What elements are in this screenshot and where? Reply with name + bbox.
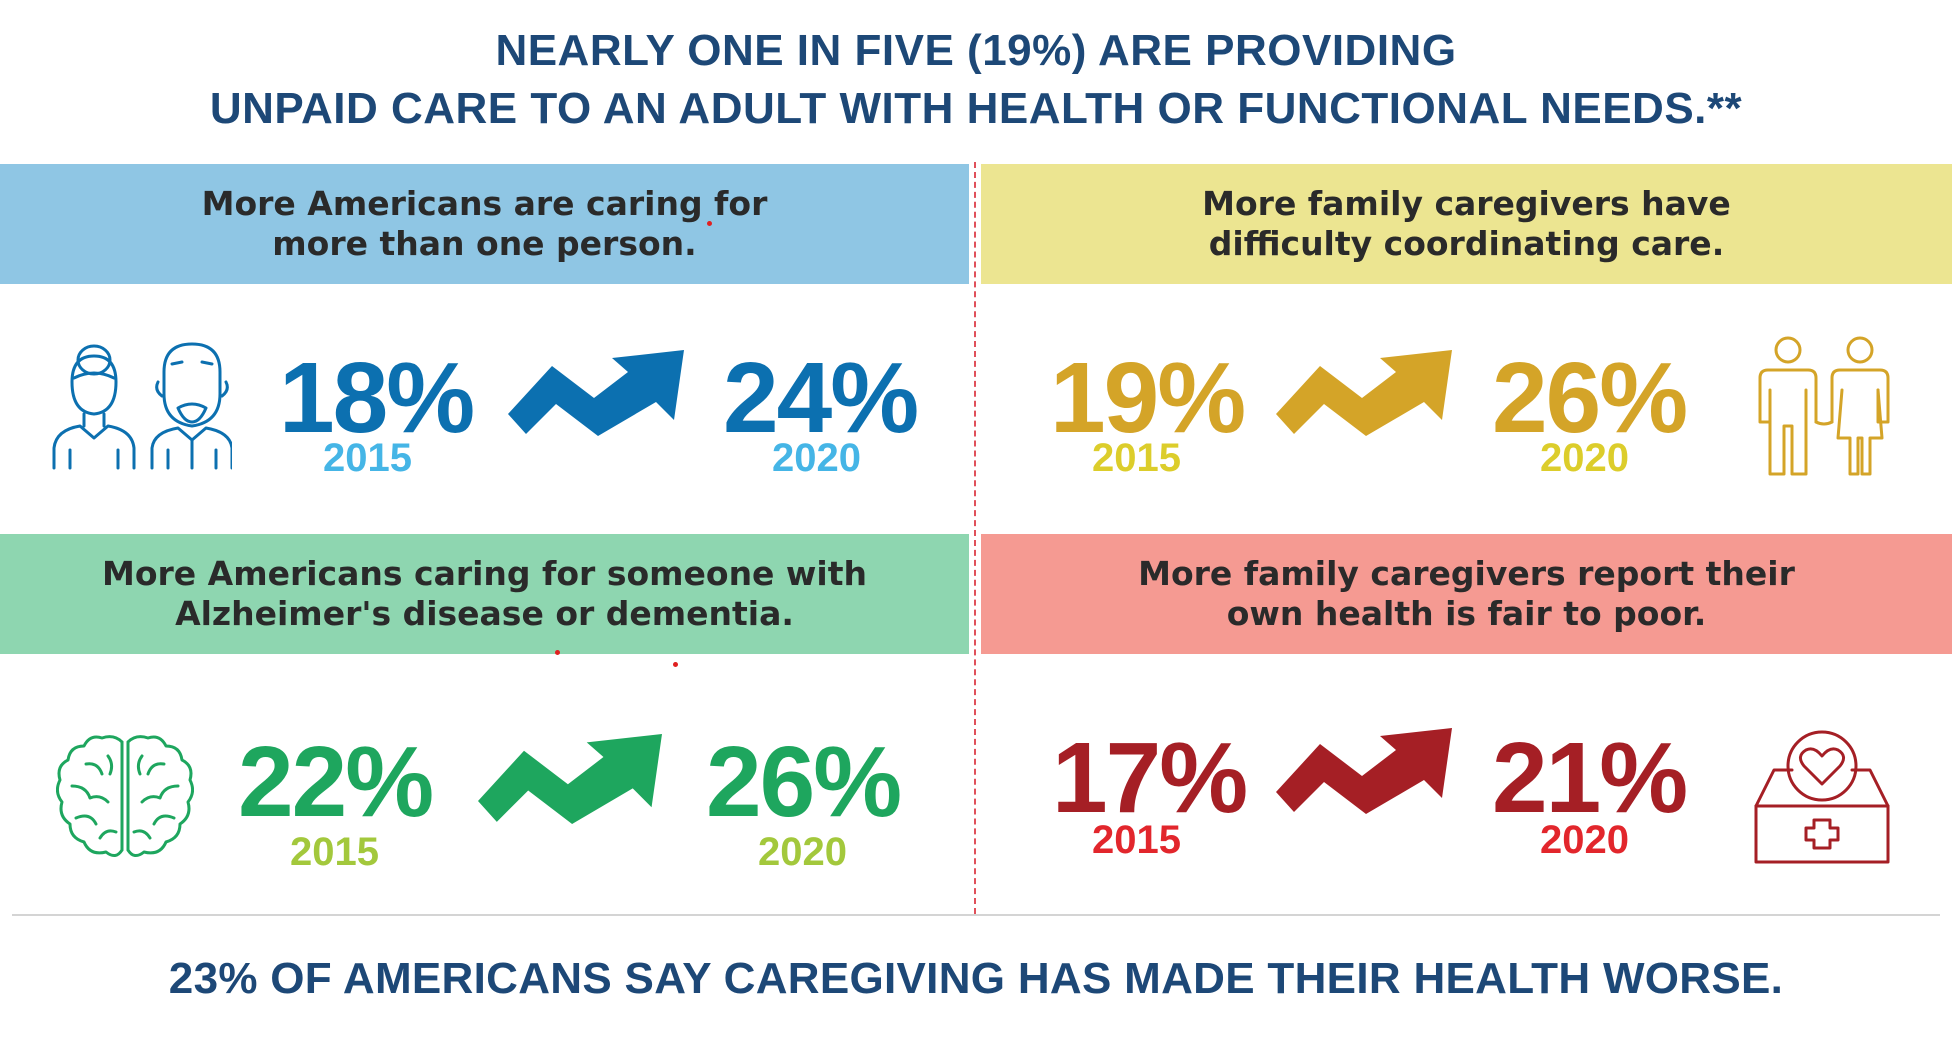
brain-icon: [56, 735, 194, 857]
panel-2-start-year: 2015: [1092, 436, 1181, 480]
elderly-couple-icon: [52, 342, 232, 470]
footer-statement: 23% OF AMERICANS SAY CAREGIVING HAS MADE…: [168, 954, 1784, 1003]
trend-up-arrow-icon: [478, 734, 662, 824]
panel-1-title-line-2: more than one person.: [272, 224, 697, 263]
panel-4-title-line-1: More family caregivers report their: [1138, 554, 1795, 593]
panel-4-start-year: 2015: [1092, 818, 1181, 862]
panel-3-title-line-1: More Americans caring for someone with: [102, 554, 867, 593]
panel-3-title-line-2: Alzheimer's disease or dementia.: [175, 594, 794, 633]
panel-2-title-line-2: difficulty coordinating care.: [1208, 224, 1725, 263]
panel-3-banner: More Americans caring for someone with A…: [0, 534, 969, 654]
panel-4-end-percent: 21%: [1492, 722, 1688, 834]
panel-3-end-year: 2020: [758, 830, 847, 874]
panel-1-end-year: 2020: [772, 436, 861, 480]
trend-up-arrow-icon: [1276, 728, 1452, 814]
headline-line-1: NEARLY ONE IN FIVE (19%) ARE PROVIDING: [495, 26, 1457, 75]
panel-4-title-line-2: own health is fair to poor.: [1226, 594, 1707, 633]
panel-2-title-line-1: More family caregivers have: [1202, 184, 1731, 223]
trend-up-arrow-icon: [1276, 350, 1452, 436]
panel-3-start-year: 2015: [290, 830, 379, 874]
marker-dot: [707, 221, 712, 226]
panel-2-banner: More family caregivers have difficulty c…: [981, 164, 1952, 284]
vertical-divider: [974, 162, 976, 914]
panel-3-start-percent: 22%: [238, 726, 434, 838]
two-people-holding-hands-icon: [1758, 336, 1890, 476]
trend-up-arrow-icon: [508, 350, 684, 436]
panel-4-banner: More family caregivers report their own …: [981, 534, 1952, 654]
panel-1-start-percent: 18%: [279, 342, 475, 454]
headline-line-2: UNPAID CARE TO AN ADULT WITH HEALTH OR F…: [209, 84, 1743, 133]
panel-1-banner: More Americans are caring for more than …: [0, 164, 969, 284]
footer-divider: [12, 914, 1940, 916]
panel-1-end-percent: 24%: [723, 342, 919, 454]
marker-dot: [673, 662, 678, 667]
heart-care-box-icon: [1754, 730, 1890, 864]
panel-2-end-percent: 26%: [1492, 342, 1688, 454]
panel-4-start-percent: 17%: [1052, 722, 1248, 834]
panel-2-end-year: 2020: [1540, 436, 1629, 480]
headline: NEARLY ONE IN FIVE (19%) ARE PROVIDING U…: [0, 22, 1952, 138]
panel-3-end-percent: 26%: [706, 726, 902, 838]
panel-1-title-line-1: More Americans are caring for: [201, 184, 768, 223]
panel-2-start-percent: 19%: [1050, 342, 1246, 454]
panel-4-end-year: 2020: [1540, 818, 1629, 862]
marker-dot: [555, 650, 560, 655]
panel-1-start-year: 2015: [323, 436, 412, 480]
